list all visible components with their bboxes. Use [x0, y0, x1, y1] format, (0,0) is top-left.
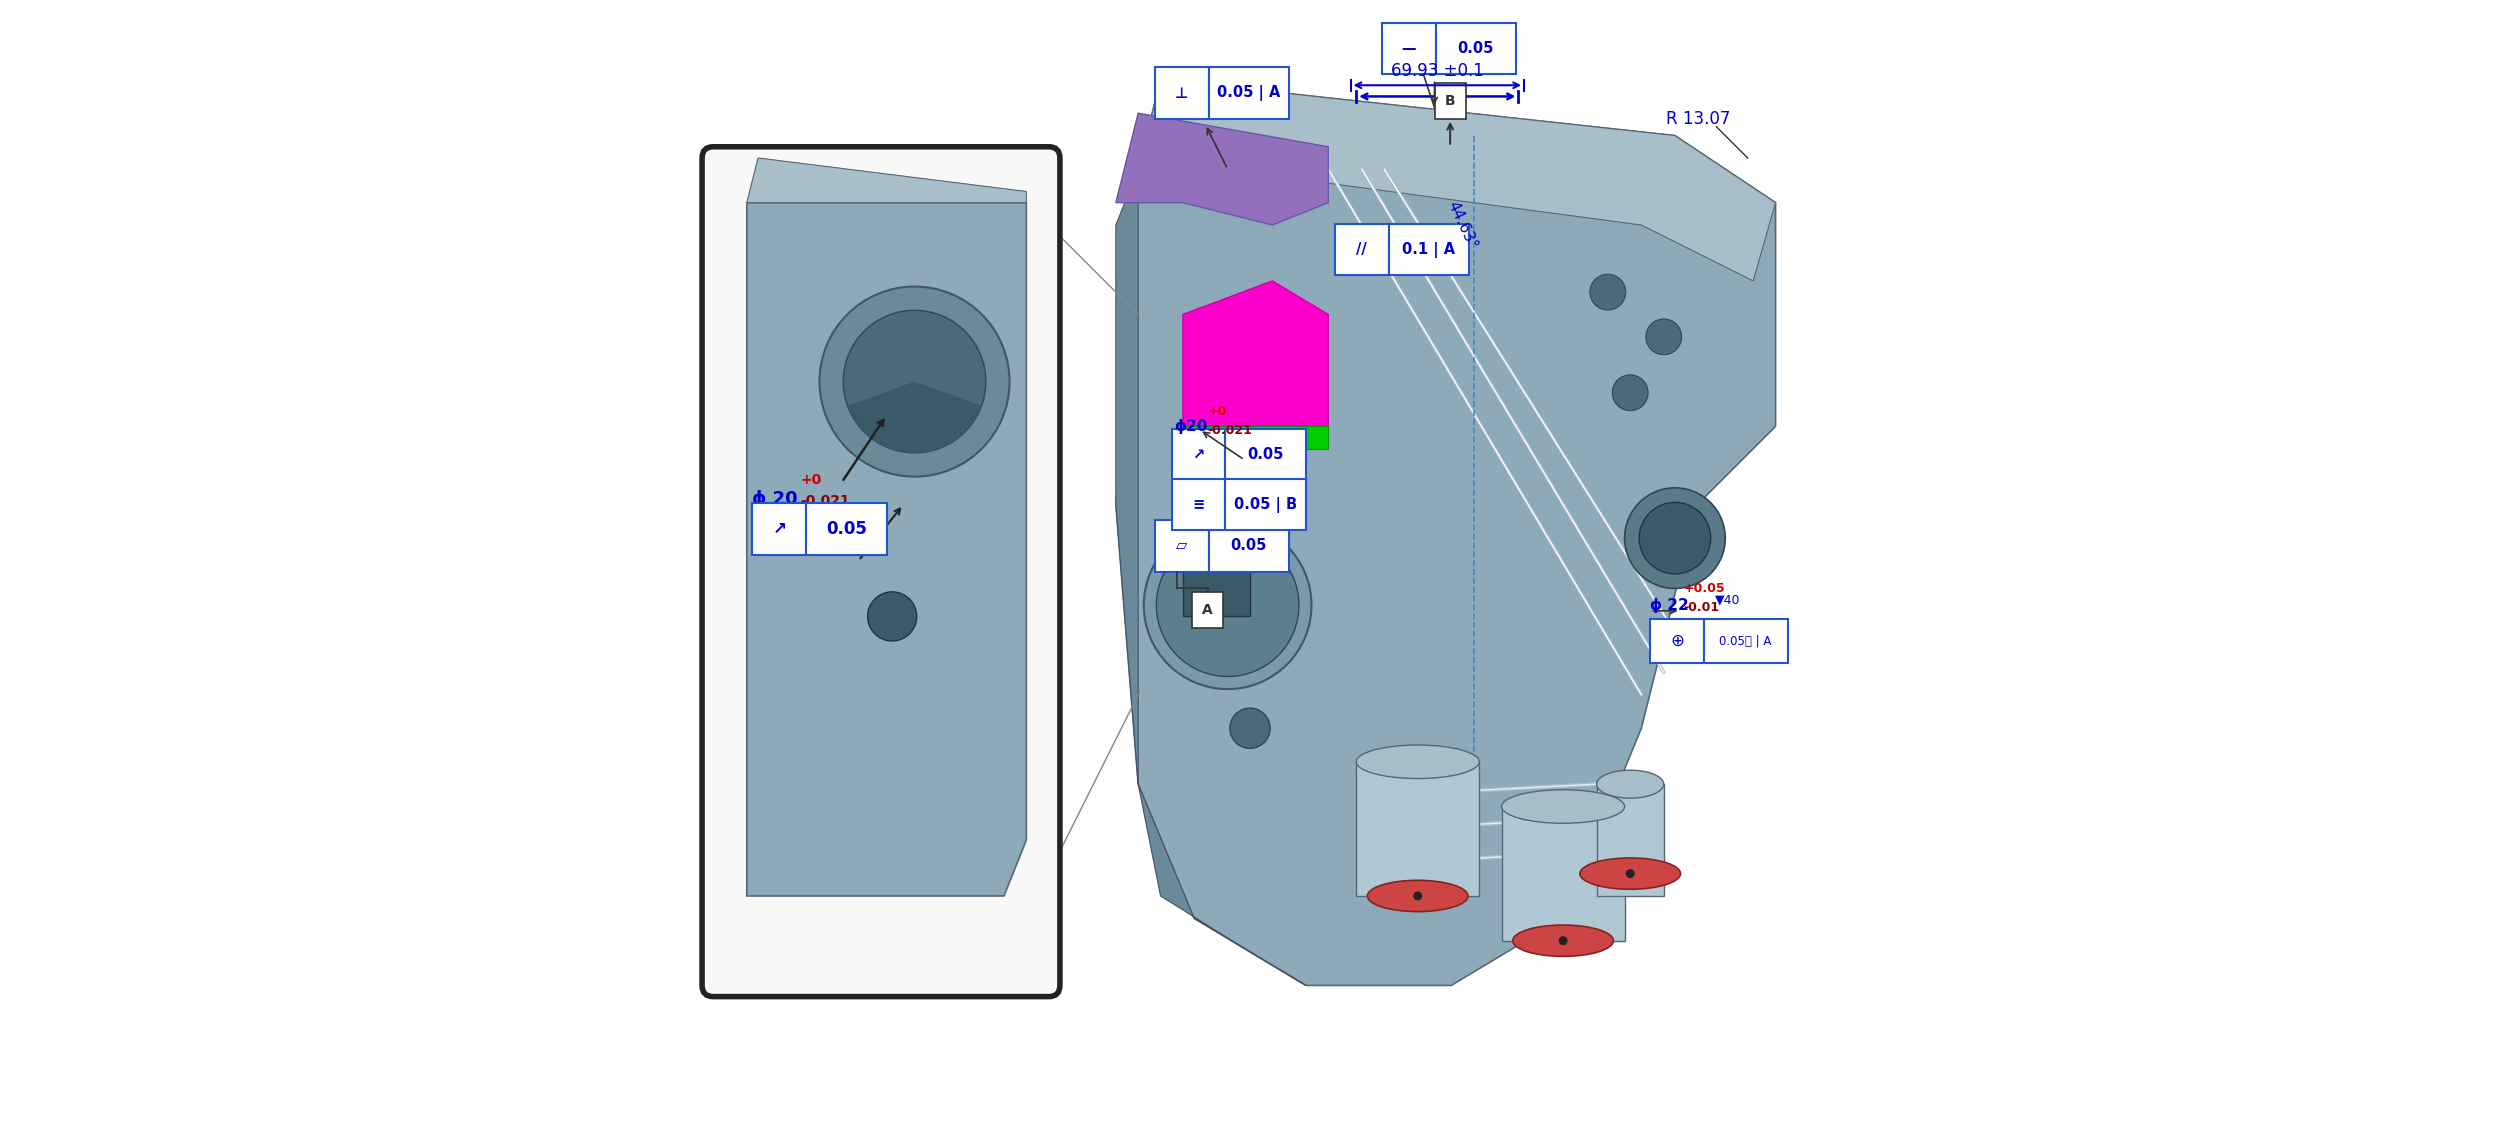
Text: +0: +0: [1208, 406, 1228, 418]
Polygon shape: [1182, 281, 1328, 426]
Text: R 13.07: R 13.07: [1665, 110, 1730, 128]
Text: ϕ20: ϕ20: [1175, 419, 1208, 434]
Circle shape: [1645, 319, 1682, 354]
Text: //: //: [1358, 242, 1368, 257]
Text: 0.05 | A: 0.05 | A: [1218, 85, 1280, 101]
Text: ⊥: ⊥: [1175, 85, 1188, 101]
Ellipse shape: [1580, 858, 1680, 889]
Text: 0.05Ⓜ | A: 0.05Ⓜ | A: [1720, 634, 1772, 648]
Text: 0.05: 0.05: [1248, 447, 1285, 462]
Polygon shape: [748, 203, 1028, 896]
Circle shape: [1612, 374, 1648, 410]
Bar: [805, 503, 887, 555]
Bar: [1225, 479, 1305, 530]
Polygon shape: [1182, 426, 1328, 448]
Bar: [1335, 224, 1388, 276]
Wedge shape: [848, 381, 983, 453]
Ellipse shape: [1598, 770, 1662, 798]
Text: +0: +0: [800, 473, 822, 487]
Text: ↗: ↗: [772, 520, 785, 538]
Ellipse shape: [1368, 880, 1467, 911]
Bar: [1172, 428, 1225, 480]
Text: ϕ 20: ϕ 20: [752, 490, 798, 508]
Text: ϕ 22: ϕ 22: [1650, 597, 1690, 613]
Polygon shape: [748, 158, 1028, 203]
Bar: [1155, 520, 1208, 572]
Text: 0.05: 0.05: [1458, 40, 1495, 56]
Polygon shape: [1115, 80, 1775, 985]
Bar: [1192, 592, 1222, 628]
Text: ↗: ↗: [1192, 447, 1205, 462]
Circle shape: [1625, 488, 1725, 589]
Circle shape: [1640, 502, 1710, 574]
Circle shape: [1158, 534, 1300, 676]
Text: ⊕: ⊕: [1670, 632, 1685, 650]
Text: 0.1 | A: 0.1 | A: [1403, 242, 1455, 258]
Text: 69.93 ±0.1: 69.93 ±0.1: [1393, 62, 1485, 80]
Polygon shape: [1138, 80, 1775, 281]
Circle shape: [820, 287, 1010, 476]
Bar: [1388, 224, 1470, 276]
Text: ▱: ▱: [1175, 538, 1188, 554]
Text: -0.01: -0.01: [1685, 601, 1720, 614]
Bar: [1208, 520, 1290, 572]
Text: 0.05: 0.05: [1230, 538, 1268, 554]
Circle shape: [1230, 708, 1270, 749]
Text: ▼40: ▼40: [1715, 593, 1740, 606]
Text: B: B: [1445, 94, 1455, 108]
Polygon shape: [1502, 806, 1625, 941]
Text: -0.021: -0.021: [800, 494, 850, 508]
Circle shape: [1625, 869, 1635, 878]
Bar: [1650, 619, 1705, 664]
Circle shape: [1145, 521, 1312, 689]
Bar: [1383, 22, 1435, 74]
Text: 44.63°: 44.63°: [1445, 198, 1480, 251]
Bar: [1155, 67, 1208, 119]
Polygon shape: [1355, 762, 1480, 896]
Bar: [1705, 619, 1788, 664]
Polygon shape: [1598, 785, 1662, 896]
Circle shape: [1412, 891, 1422, 900]
Circle shape: [1590, 275, 1625, 311]
Text: +0.05: +0.05: [1685, 582, 1725, 595]
Text: -0.021: -0.021: [1208, 424, 1252, 437]
Bar: [1225, 428, 1305, 480]
Bar: [752, 503, 805, 555]
Bar: [1208, 67, 1290, 119]
Circle shape: [842, 311, 985, 453]
Text: 0.05 | B: 0.05 | B: [1235, 497, 1298, 512]
Text: 0.05: 0.05: [825, 520, 867, 538]
FancyBboxPatch shape: [703, 147, 1060, 997]
Ellipse shape: [1512, 925, 1612, 956]
Bar: [1172, 479, 1225, 530]
Text: A: A: [1202, 603, 1212, 617]
Polygon shape: [1115, 113, 1328, 225]
Ellipse shape: [1355, 745, 1480, 779]
Text: ≡: ≡: [1192, 497, 1205, 512]
Text: —: —: [1403, 40, 1415, 56]
Ellipse shape: [1502, 789, 1625, 823]
Polygon shape: [1115, 169, 1305, 985]
Polygon shape: [1182, 493, 1250, 617]
Circle shape: [1558, 936, 1568, 945]
Bar: [1435, 83, 1465, 119]
Circle shape: [867, 592, 917, 641]
Bar: [1435, 22, 1515, 74]
